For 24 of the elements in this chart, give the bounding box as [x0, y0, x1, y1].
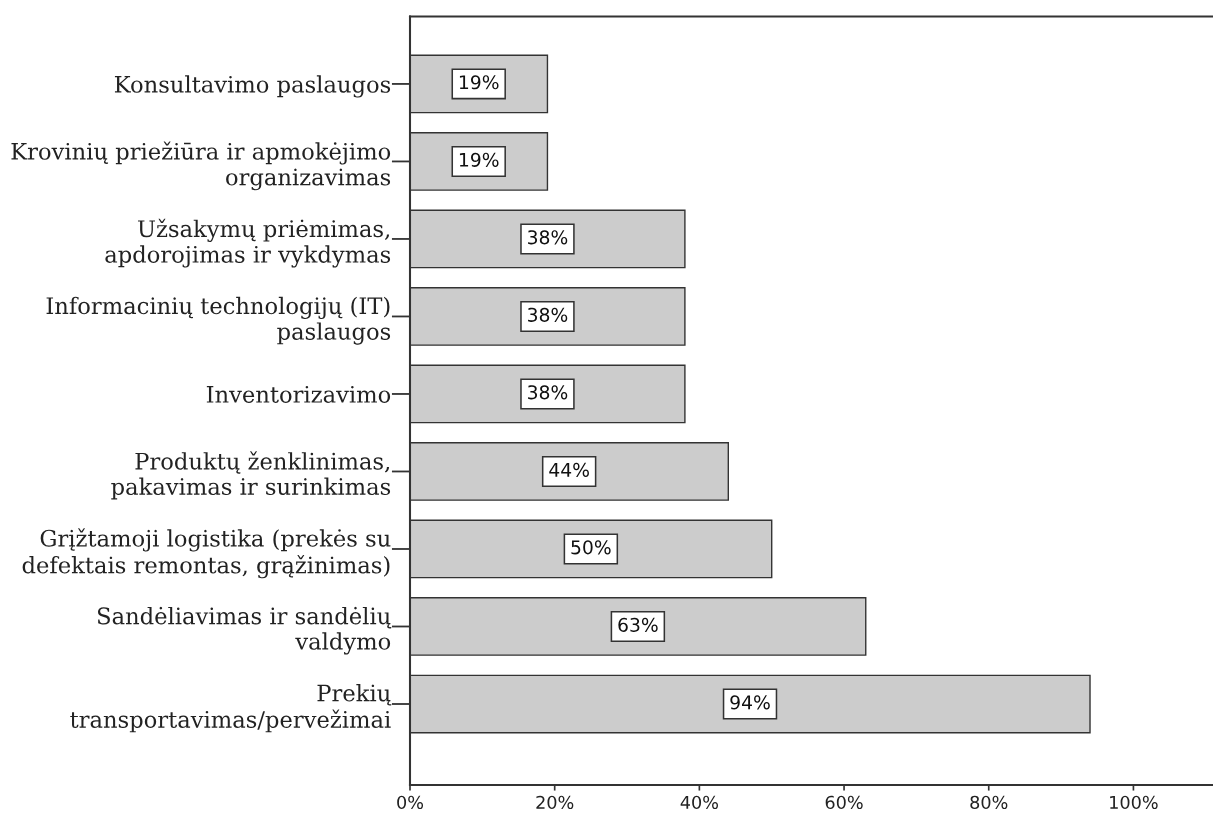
y-tick-label: Užsakymų priėmimas, apdorojimas ir vykdymas — [105, 218, 391, 268]
y-tick-label: Konsultavimo paslaugos — [114, 75, 391, 98]
x-tick-label: 100% — [1110, 795, 1158, 810]
y-tick-label: Informacinių technologijų (IT) paslaugos — [46, 296, 391, 345]
x-tick-label: 20% — [536, 795, 574, 810]
data-label: 38% — [528, 230, 568, 245]
y-tick-label: Grįžtamoji logistika (prekės su defektais remontas, grąžinimas) — [22, 528, 391, 579]
x-tick-label: 60% — [825, 795, 863, 810]
y-tick-label: Inventorizavimo — [206, 385, 391, 403]
data-label: 44% — [549, 462, 589, 477]
data-label: 94% — [730, 695, 770, 710]
y-tick-label: Krovinių priežiūra ir apmokėjimo organizavimas — [11, 141, 391, 191]
data-label: 63% — [618, 617, 658, 632]
y-tick-label: Prekių transportavimas/pervežimai — [70, 683, 392, 733]
y-tick-label: Sandėliavimas ir sandėlių valdymo — [97, 606, 392, 655]
data-label: 50% — [571, 540, 611, 555]
data-label: 19% — [459, 75, 499, 90]
x-tick-label: 80% — [970, 795, 1008, 810]
x-tick-label: 40% — [680, 795, 718, 810]
data-label: 38% — [528, 385, 568, 400]
data-label: 19% — [459, 152, 499, 167]
y-tick-label: Produktų ženklinimas, pakavimas ir surinkimas — [111, 451, 391, 500]
data-label: 38% — [528, 307, 568, 322]
x-tick-label: 0% — [397, 795, 424, 810]
